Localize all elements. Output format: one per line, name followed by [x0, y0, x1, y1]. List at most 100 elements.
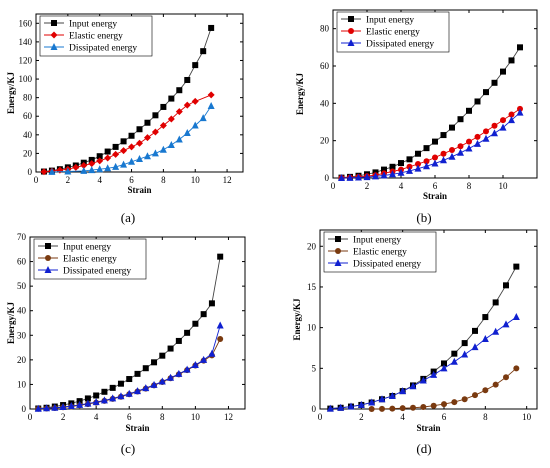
data-point — [96, 165, 104, 173]
data-point — [128, 143, 136, 151]
data-point — [461, 350, 469, 358]
data-point — [104, 154, 112, 162]
data-point — [440, 132, 447, 139]
data-point — [134, 370, 141, 377]
data-point — [410, 404, 416, 411]
x-tick-label: 6 — [433, 181, 438, 191]
data-point — [142, 365, 149, 372]
plot-frame — [29, 236, 246, 410]
data-point — [112, 143, 119, 150]
data-point — [419, 376, 427, 384]
data-point — [125, 389, 133, 397]
y-tick-label: 80 — [320, 24, 330, 34]
y-tick-label: 0 — [22, 404, 27, 414]
data-point — [423, 162, 430, 170]
data-point — [491, 129, 498, 137]
data-point — [466, 107, 472, 114]
data-point — [389, 170, 396, 178]
y-tick-label: 80 — [23, 93, 33, 103]
y-tick-label: 0 — [28, 167, 33, 177]
y-axis-label: Energy/KJ — [6, 72, 16, 114]
y-tick-label: 10 — [307, 323, 317, 333]
y-tick-label: 70 — [17, 232, 27, 242]
data-point — [143, 152, 151, 160]
x-tick-label: 4 — [399, 181, 404, 191]
y-tick-label: 30 — [17, 330, 27, 340]
data-point — [200, 355, 208, 363]
legend: Input energy Elastic energy Dissipated ene… — [323, 231, 437, 273]
data-point — [491, 79, 498, 86]
data-point — [167, 373, 175, 381]
data-point — [466, 138, 472, 145]
data-point — [48, 167, 56, 175]
series-line-1 — [341, 108, 521, 179]
legend-marker — [347, 39, 355, 46]
x-tick-label: 4 — [400, 412, 405, 422]
data-point — [151, 359, 158, 366]
data-point — [200, 48, 207, 55]
x-tick-label: 2 — [61, 412, 66, 422]
data-point — [415, 161, 421, 167]
data-point — [216, 321, 224, 329]
data-point — [492, 299, 499, 306]
data-point — [112, 150, 120, 158]
data-point — [134, 387, 141, 395]
data-point — [207, 91, 215, 99]
data-point — [449, 147, 455, 153]
legend-marker — [334, 259, 342, 266]
y-tick-label: 60 — [17, 257, 27, 267]
data-point — [136, 126, 143, 133]
data-point — [96, 157, 104, 165]
data-point — [142, 384, 150, 392]
data-point — [160, 103, 167, 110]
y-tick-label: 100 — [19, 74, 33, 84]
data-point — [502, 320, 510, 328]
data-point — [368, 406, 375, 412]
x-tick-label: 0 — [331, 181, 336, 191]
data-point — [516, 108, 524, 116]
data-point — [100, 396, 108, 404]
data-point — [481, 335, 489, 343]
data-point — [414, 164, 422, 172]
data-point — [517, 44, 523, 51]
legend-marker — [348, 16, 354, 22]
data-point — [117, 392, 125, 400]
data-point — [176, 87, 183, 94]
data-point — [440, 156, 447, 164]
data-point — [112, 162, 120, 170]
y-tick-label: 160 — [19, 18, 33, 28]
data-point — [84, 399, 92, 407]
legend-label: Input energy — [69, 20, 117, 30]
x-axis-label: Strain — [423, 191, 447, 201]
data-point — [117, 380, 124, 387]
data-point — [109, 394, 117, 402]
data-point — [508, 111, 515, 118]
data-point — [208, 300, 215, 307]
x-tick-label: 8 — [161, 175, 166, 185]
y-tick-label: 10 — [17, 379, 27, 389]
data-point — [167, 141, 175, 149]
legend-marker — [348, 28, 354, 34]
data-point — [457, 116, 464, 123]
legend-label: Elastic energy — [366, 28, 420, 38]
data-point — [167, 115, 175, 123]
data-point — [159, 352, 166, 359]
data-point — [357, 400, 365, 408]
data-point — [67, 402, 75, 410]
data-point — [158, 377, 166, 385]
data-point — [183, 365, 191, 373]
data-point — [430, 370, 438, 378]
data-point — [84, 395, 91, 402]
data-point — [423, 158, 430, 165]
data-point — [483, 89, 489, 96]
data-point — [491, 122, 498, 129]
data-point — [432, 138, 438, 145]
x-tick-label: 8 — [467, 181, 472, 191]
series-line-0 — [341, 47, 521, 179]
chart-panel-d: 0 2 4 6 8 10 0 5 10 15 20 Strain Energy/KJ Input ener… — [292, 229, 538, 456]
legend-marker — [335, 248, 341, 254]
data-point — [136, 154, 143, 162]
data-point — [183, 128, 191, 136]
data-point — [347, 402, 355, 410]
legend-label: Input energy — [366, 16, 414, 26]
